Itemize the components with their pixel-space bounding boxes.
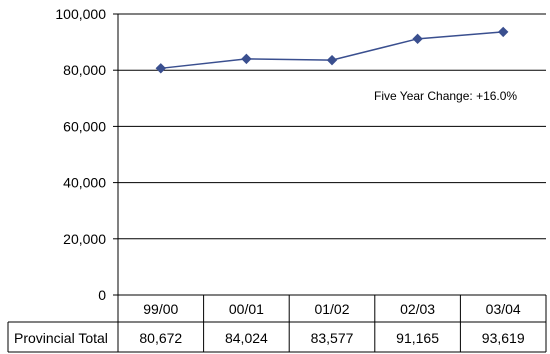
series-markers	[155, 26, 509, 74]
data-point-marker	[412, 33, 423, 45]
data-point-marker	[326, 54, 338, 66]
table-cell-value: 83,577	[311, 330, 354, 346]
x-tick-label: 01/02	[314, 301, 349, 317]
table-cell-value: 93,619	[482, 330, 525, 346]
x-tick-label: 99/00	[143, 301, 178, 317]
y-tick-label: 60,000	[63, 118, 106, 134]
y-tick-label: 100,000	[55, 6, 106, 22]
y-tick-label: 40,000	[63, 175, 106, 191]
data-table: Provincial Total 80,672 84,024 83,577 91,165…	[7, 321, 546, 353]
x-tick-label: 02/03	[400, 301, 435, 317]
axes	[113, 13, 547, 352]
data-point-marker	[497, 26, 509, 38]
gridlines	[118, 13, 546, 240]
y-tick-labels: 0 20,000 40,000 60,000 80,000 100,000	[55, 6, 106, 303]
data-point-marker	[155, 63, 167, 74]
y-tick-label: 20,000	[63, 231, 106, 247]
table-row-label: Provincial Total	[14, 330, 108, 346]
y-tick-label: 0	[98, 287, 106, 303]
five-year-change-annotation: Five Year Change: +16.0%	[374, 89, 517, 103]
x-tick-labels: 99/00 00/01 01/02 02/03 03/04	[143, 301, 521, 317]
table-cell-value: 91,165	[396, 330, 439, 346]
x-tick-label: 00/01	[229, 301, 264, 317]
table-cell-value: 84,024	[225, 330, 268, 346]
y-tick-label: 80,000	[63, 62, 106, 78]
data-point-marker	[241, 53, 252, 65]
table-cell-value: 80,672	[139, 330, 182, 346]
x-tick-label: 03/04	[486, 301, 521, 317]
